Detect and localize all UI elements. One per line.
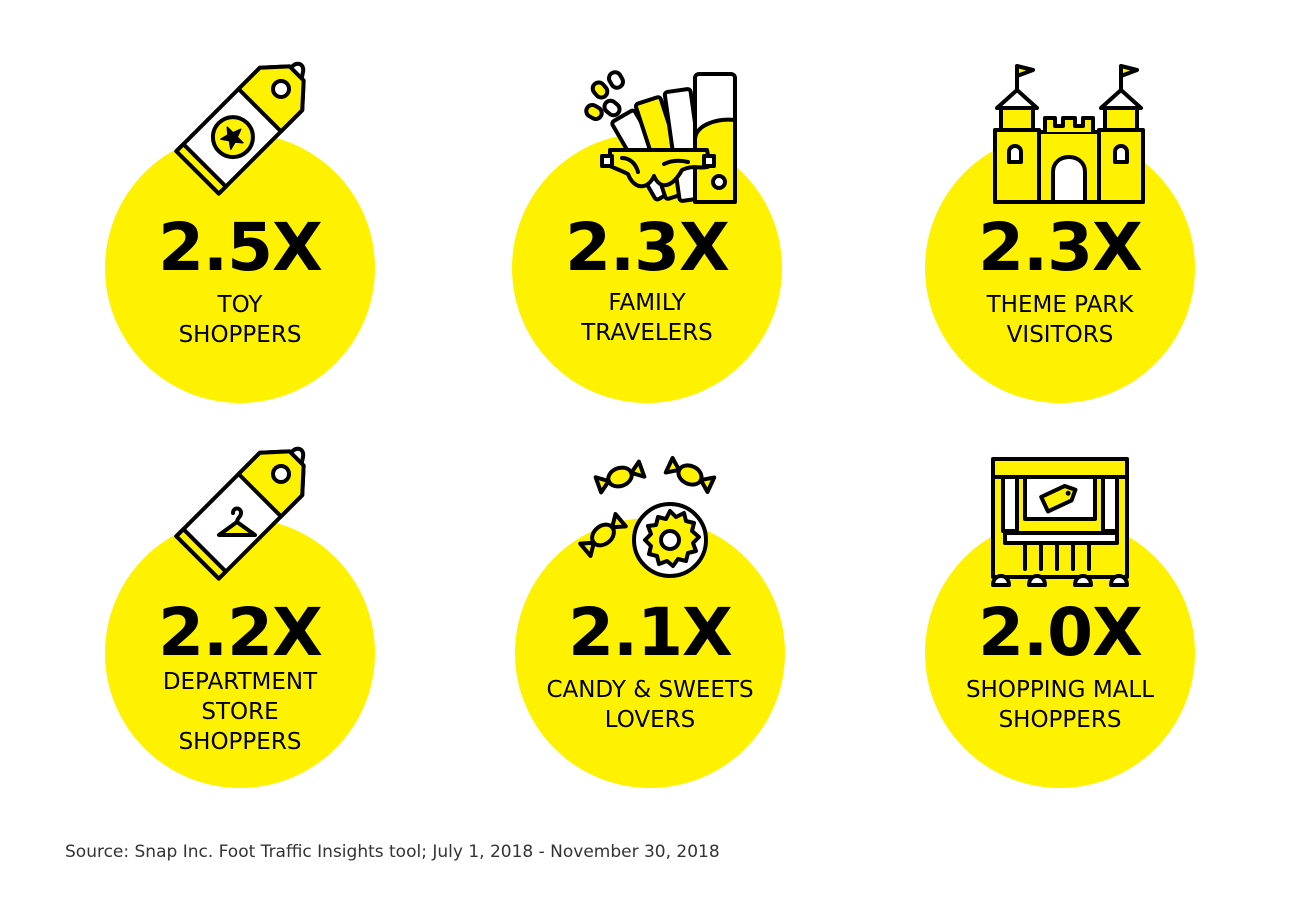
- castle-icon: [993, 64, 1145, 204]
- stat-label: DEPARTMENT STORE SHOPPERS: [60, 667, 420, 757]
- stat-label-line: SHOPPERS: [178, 322, 302, 348]
- price-tag-star-icon: [174, 61, 306, 196]
- stat-label-line: LOVERS: [604, 707, 696, 733]
- stat-label-line: SHOPPING MALL: [965, 677, 1155, 703]
- stat-circle: [105, 518, 375, 788]
- stat-label-line: SHOPPERS: [998, 707, 1122, 733]
- stat-tile-family-travelers: 2.3X FAMILY TRAVELERS: [467, 0, 827, 403]
- stat-value: 2.2X: [158, 594, 323, 671]
- stat-label-line: VISITORS: [1006, 322, 1114, 348]
- candy-donut-icon: [578, 456, 717, 578]
- stat-label-line: TRAVELERS: [581, 320, 713, 346]
- stat-circle: [105, 133, 375, 403]
- stat-tile-candy-sweets-lovers: 2.1X CANDY & SWEETS LOVERS: [470, 385, 830, 788]
- stat-label: CANDY & SWEETS LOVERS: [470, 675, 830, 735]
- stat-label: TOY SHOPPERS: [60, 290, 420, 350]
- stat-label-line: SHOPPERS: [178, 729, 302, 755]
- stat-tile-shopping-mall-shoppers: 2.0X SHOPPING MALL SHOPPERS: [880, 385, 1240, 788]
- stat-value: 2.5X: [158, 209, 323, 286]
- stat-tile-toy-shoppers: 2.5X TOY SHOPPERS: [60, 0, 420, 403]
- stat-value: 2.0X: [978, 594, 1143, 671]
- stat-label-line: FAMILY: [608, 290, 686, 316]
- stat-label-line: TOY: [217, 292, 263, 318]
- stat-label-line: STORE: [201, 699, 279, 725]
- stat-label-line: DEPARTMENT: [162, 669, 318, 695]
- storefront-icon: [991, 457, 1129, 587]
- stat-label-line: CANDY & SWEETS: [546, 677, 754, 703]
- stat-label: SHOPPING MALL SHOPPERS: [880, 675, 1240, 735]
- stat-label-line: THEME PARK: [986, 292, 1134, 318]
- stat-value: 2.1X: [568, 594, 733, 671]
- price-tag-hanger-icon: [174, 446, 306, 581]
- stat-label: THEME PARK VISITORS: [880, 290, 1240, 350]
- tickets-goggles-icon: [584, 70, 737, 204]
- source-note: Source: Snap Inc. Foot Traffic Insights …: [65, 842, 720, 862]
- stat-tile-department-store-shoppers: 2.2X DEPARTMENT STORE SHOPPERS: [60, 385, 420, 788]
- stat-value: 2.3X: [565, 209, 730, 286]
- stat-tile-theme-park-visitors: 2.3X THEME PARK VISITORS: [880, 0, 1240, 403]
- stat-value: 2.3X: [978, 209, 1143, 286]
- stat-label: FAMILY TRAVELERS: [467, 288, 827, 348]
